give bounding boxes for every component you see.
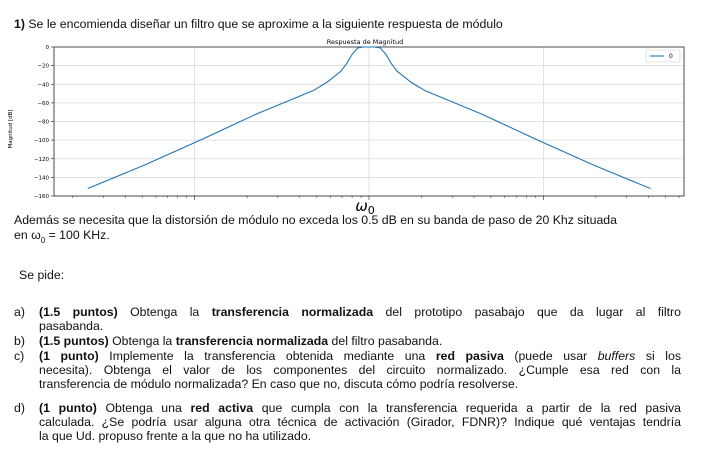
item-a-letter: a): [14, 305, 25, 319]
problem-statement: Se le encomienda diseñar un filtro que s…: [28, 17, 503, 31]
item-b-line-1: (1.5 puntos) Obtenga la transferencia no…: [39, 334, 442, 348]
chart-title: Respuesta de Magnitud: [327, 38, 403, 46]
item-c-line-1: (1 punto) Implemente la transferencia ob…: [39, 349, 681, 363]
magnitude-chart: Respuesta de Magnitud 0 −20 −40 −60 −80 −100 −…: [8, 38, 685, 217]
item-d-line-3: la que Ud. propuso frente a la que no ha…: [39, 429, 312, 443]
item-c-points: (1 punto): [39, 349, 99, 363]
plot-area: 0 −20 −40 −60 −80 −100 −120 −140 −160 0: [34, 45, 685, 200]
item-a-line-2: pasabanda.: [39, 319, 104, 333]
requirement-line-1: Además se necesita que la distorsión de …: [14, 213, 617, 227]
omega-subscript: 0: [40, 236, 46, 245]
item-b-bold: transferencia normalizada: [175, 334, 329, 348]
item-b-text-1: Obtenga la: [108, 334, 176, 348]
item-c-bold: red pasiva: [435, 349, 504, 363]
frequency-value: = 100 KHz.: [45, 228, 110, 242]
item-c-text-3: si los: [635, 349, 682, 363]
y-tick-label: −80: [37, 120, 49, 126]
y-tick-label: −120: [34, 157, 50, 163]
requirement-line-2: en ω0 = 100 KHz.: [14, 228, 110, 245]
y-tick-label: −60: [37, 101, 49, 107]
item-c-line-3: transferencia de módulo normalizada? En …: [39, 377, 519, 391]
y-tick-label: −100: [34, 138, 50, 144]
y-tick-label: 0: [46, 45, 50, 51]
item-a-text-1: Obtenga la: [117, 305, 212, 319]
problem-number: 1): [14, 17, 25, 31]
item-c-text-1: Implemente la transferencia obtenida med…: [98, 349, 436, 363]
legend-label: 0: [669, 53, 673, 60]
series-line: [87, 46, 651, 190]
item-c-text-2: (puede usar: [503, 349, 598, 363]
item-b-text-2: del filtro pasabanda.: [328, 334, 443, 348]
se-pide-label: Se pide:: [19, 268, 65, 282]
item-a-line-1: (1.5 puntos) Obtenga la transferencia no…: [39, 305, 681, 319]
item-a-bold: transferencia normalizada: [211, 305, 374, 319]
item-d-line-2: calculada. ¿Se podría usar alguna otra t…: [39, 415, 681, 429]
item-d-text-2: que cumpla con la transferencia requerid…: [253, 401, 681, 415]
y-axis-label: Magnitud [dB]: [8, 109, 14, 148]
omega-prefix: en ω: [14, 228, 41, 242]
item-b-points: (1.5 puntos): [39, 334, 109, 348]
y-tick-label: −140: [34, 175, 50, 181]
item-a-text-2: del prototipo pasabajo que da lugar al f…: [373, 305, 681, 319]
problem-header: 1) Se le encomienda diseñar un filtro qu…: [14, 17, 503, 31]
y-tick-label: −20: [37, 64, 49, 70]
item-c-letter: c): [14, 349, 25, 363]
item-d-bold: red activa: [190, 401, 254, 415]
item-c-line-2: necesita). Obtenga el valor de los compo…: [39, 363, 681, 377]
item-d-text-1: Obtenga una: [96, 401, 191, 415]
y-tick-label: −40: [37, 82, 49, 88]
y-tick-label: −160: [34, 194, 50, 200]
item-b-letter: b): [14, 334, 25, 348]
item-d-points: (1 punto): [39, 401, 97, 415]
item-d-letter: d): [14, 401, 25, 415]
x-axis-label: ω0: [355, 197, 375, 217]
item-a-points: (1.5 puntos): [39, 305, 118, 319]
item-c-italic: buffers: [597, 349, 636, 363]
item-d-line-1: (1 punto) Obtenga una red activa que cum…: [39, 401, 681, 415]
